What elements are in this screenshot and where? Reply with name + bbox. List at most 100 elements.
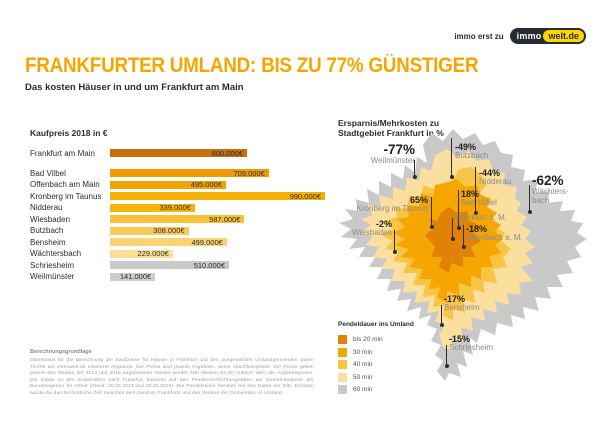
bar-value: 600.000€ [211,148,243,158]
bar-value: 141.000€ [119,272,152,281]
map-title: Ersparnis/Mehrkosten zu Stadtgebiet Fran… [338,118,444,138]
bar-value: 495.000€ [190,180,222,189]
bar-value: 229.000€ [137,249,169,258]
marker-city: Nidderau [479,177,512,186]
legend-title: Pendeldauer ins Umland [338,321,414,328]
marker-city: Bad Vilbel [461,198,497,207]
bar-row: Wächtersbach 229.000€ [30,249,332,258]
bar: 600.000€ [110,148,247,158]
brand-line: immo erst zu immo welt.de [454,28,586,44]
marker-percent: -49% [455,142,477,152]
marker-line [529,185,530,212]
commute-map: Ersparnis/Mehrkosten zu Stadtgebiet Fran… [335,115,600,400]
bar: 229.000€ [110,249,173,258]
bar: 141.000€ [110,272,156,281]
marker-dot [449,175,454,179]
map-legend: Pendeldauer ins Umland bis 20 min 30 min 4… [338,321,414,398]
marker-dot [461,245,466,249]
marker-city: Bensheim [444,303,480,312]
bar-row: Offenbach am Main 495.000€ [30,180,332,189]
marker-dot [392,250,397,254]
bar-row: Butzbach 308.000€ [30,226,332,235]
marker-dot [527,210,532,214]
bar-value: 308.000€ [153,226,185,235]
bar-value: 499.000€ [191,237,223,247]
bar-label: Offenbach am Main [30,180,100,189]
marker-dot [456,226,461,230]
marker-percent: -17% [444,294,466,304]
bar: 495.000€ [110,180,226,189]
marker-percent: -77% [383,142,415,157]
marker-percent: -62% [532,173,564,188]
bar-value: 990.000€ [289,191,321,201]
legend-label: 40 min [353,361,373,368]
bar-row: Wiesbaden 587.000€ [30,215,332,224]
commute-zones-map [339,129,587,381]
bar-label: Bensheim [30,237,66,247]
marker-line [463,225,464,247]
legend-row: bis 20 min [338,335,414,344]
marker-line [446,345,447,366]
immowelt-logo[interactable]: immo welt.de [509,28,586,44]
bar: 339.000€ [110,203,195,212]
legend-swatch [338,360,347,369]
bar: 308.000€ [110,226,189,235]
map-marker-label: 65% Kronberg im Taunus [357,195,428,214]
map-marker-label: -15% Schriesheim [449,334,493,353]
legend-swatch [338,335,347,344]
bar-row: Frankfurt am Main 600.000€ [30,148,332,158]
legend-row: 60 min [338,385,414,394]
bar-label: Bad Vilbel [30,168,66,178]
marker-dot [412,175,417,179]
legend-row: 50 min [338,372,414,382]
logo-text-immo: immo [516,31,542,41]
bar: 510.000€ [110,260,229,270]
legend-row: 40 min [338,360,414,369]
footnote-body: Datenbasis für die Berechnung der Kaufpr… [30,358,314,396]
bar: 499.000€ [110,237,227,247]
page-subtitle: Das kosten Häuser in und um Frankfurt am… [25,82,244,93]
marker-line [394,230,395,252]
marker-line [451,138,452,177]
marker-dot [450,237,455,241]
legend-label: 30 min [353,348,373,356]
marker-percent: 65% [409,195,428,205]
marker-city: Weilmünster [370,156,415,165]
bar-value: 510.000€ [193,260,225,270]
bar-label: Wächtersbach [30,249,82,258]
bar-row: Bensheim 499.000€ [30,237,332,247]
legend-swatch [338,347,347,357]
marker-line [452,218,453,239]
marker-city: Schriesheim [449,343,494,352]
marker-line [458,190,459,228]
legend-label: 60 min [353,386,373,393]
marker-line [414,160,415,177]
bar-label: Weilmünster [30,272,75,281]
map-marker-label: 18% Bad Vilbel [461,189,497,208]
map-marker-label: -49% Butzbach [455,142,488,161]
legend-rows: bis 20 min 30 min 40 min 50 min 60 min [338,335,414,394]
legend-swatch [338,385,347,394]
bar-row: Weilmünster 141.000€ [30,272,332,281]
marker-dot [439,323,444,327]
marker-line [441,305,442,325]
bar: 709.000€ [110,168,269,178]
marker-percent: 18% [461,189,480,199]
legend-label: bis 20 min [353,336,383,343]
page-title: FRANKFURTER UMLAND: BIS ZU 77% GÜNSTIGER [25,54,479,77]
marker-city: Kronberg im Taunus [356,204,428,213]
marker-percent: -18% [466,224,488,234]
map-title-line2: Stadtgebiet Frankfurt in % [338,128,444,138]
marker-line [431,197,432,227]
legend-row: 30 min [338,347,414,357]
map-title-line1: Ersparnis/Mehrkosten zu [338,118,440,128]
bar-chart-title: Kaufpreis 2018 in € [30,128,108,138]
map-marker-label: Frankfurt a. M. [455,213,507,223]
brand-tagline: immo erst zu [454,31,504,41]
bar-row: Nidderau 339.000€ [30,203,332,212]
logo-text-welt-de: welt.de [543,30,584,42]
map-marker-label: -44% Nidderau [479,168,511,187]
bar-value: 709.000€ [233,168,265,178]
bar: 587.000€ [110,215,245,224]
